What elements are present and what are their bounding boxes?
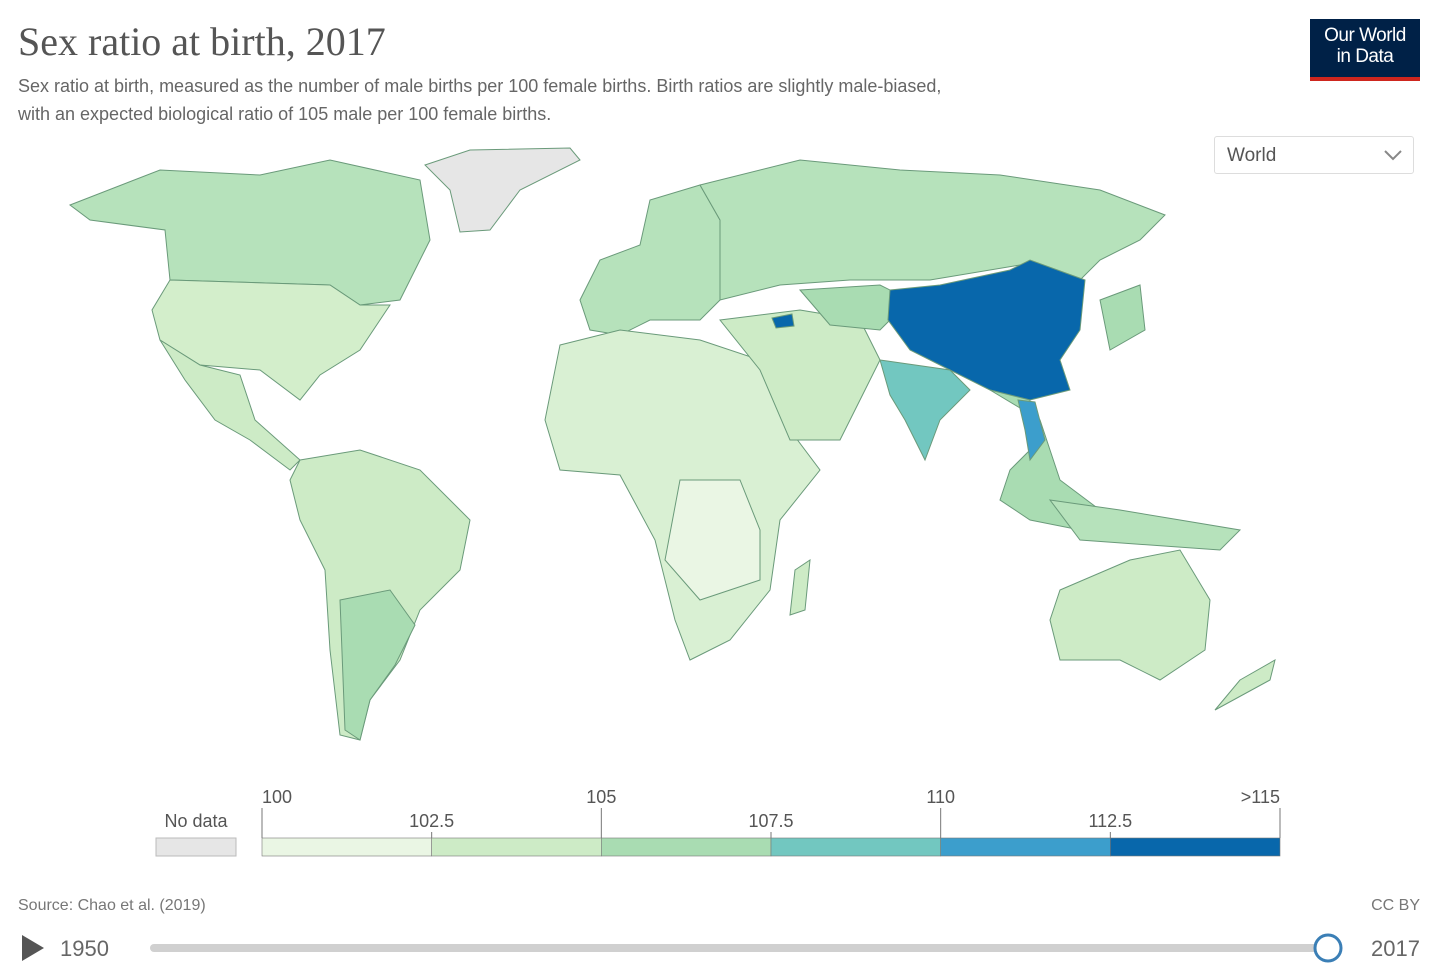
legend: No data 100 102.5 105 107.5 110 112.5 >115 Sourc… xyxy=(18,787,1420,914)
region-dropdown[interactable]: World xyxy=(1214,136,1414,174)
mexico-central-america xyxy=(159,339,301,471)
canada xyxy=(68,159,431,306)
indonesia-png xyxy=(1048,499,1242,551)
logo-line: in Data xyxy=(1336,46,1394,67)
logo[interactable]: Our World in Data xyxy=(1310,19,1420,81)
australia xyxy=(1049,549,1211,681)
no-data-swatch xyxy=(155,837,237,857)
slider-track[interactable] xyxy=(150,944,1328,952)
legend-tick-label: 100 xyxy=(262,787,292,807)
slider-knob[interactable] xyxy=(1313,933,1343,963)
source: Source: Chao et al. (2019) xyxy=(18,897,206,914)
usa xyxy=(151,279,391,401)
china xyxy=(887,259,1086,401)
argentina xyxy=(339,589,416,741)
play-button[interactable] xyxy=(22,935,44,961)
subtitle-line: with an expected biological ratio of 105… xyxy=(18,104,552,124)
europe xyxy=(579,184,721,336)
vietnam xyxy=(1017,399,1046,462)
start-year: 1950 xyxy=(60,936,109,961)
madagascar xyxy=(789,558,811,616)
no-data-label: No data xyxy=(164,811,228,831)
dropdown-value: World xyxy=(1227,145,1277,166)
title: Sex ratio at birth, 2017 xyxy=(18,19,386,64)
subtitle-line: Sex ratio at birth, measured as the numb… xyxy=(18,76,942,96)
legend-tick-label: 112.5 xyxy=(1088,811,1132,831)
timeline: 1950 2017 xyxy=(22,933,1420,963)
russia xyxy=(699,159,1166,301)
logo-line: Our World xyxy=(1324,25,1406,46)
legend-tick-label: 105 xyxy=(586,787,616,807)
legend-tick-label: >115 xyxy=(1241,787,1280,807)
central-africa xyxy=(664,479,761,601)
countries xyxy=(68,147,1276,741)
japan-korea xyxy=(1099,284,1146,351)
legend-bin xyxy=(431,837,602,857)
chevron xyxy=(1384,150,1402,161)
legend-tick-label: 102.5 xyxy=(409,811,454,831)
legend-tick-label: 107.5 xyxy=(748,811,793,831)
legend-bin xyxy=(261,837,432,857)
legend-tick-label: 110 xyxy=(926,787,955,807)
legend-bin xyxy=(601,837,772,857)
legend-bin xyxy=(940,837,1111,857)
legend-bin xyxy=(1110,837,1281,857)
end-year: 2017 xyxy=(1371,936,1420,961)
license: CC BY xyxy=(1371,897,1420,914)
azerbaijan xyxy=(771,313,795,329)
new-zealand xyxy=(1214,658,1276,711)
legend-bin xyxy=(770,837,941,857)
subtitle: Sex ratio at birth, measured as the numb… xyxy=(18,72,941,128)
india xyxy=(879,359,971,462)
greenland xyxy=(424,147,581,233)
